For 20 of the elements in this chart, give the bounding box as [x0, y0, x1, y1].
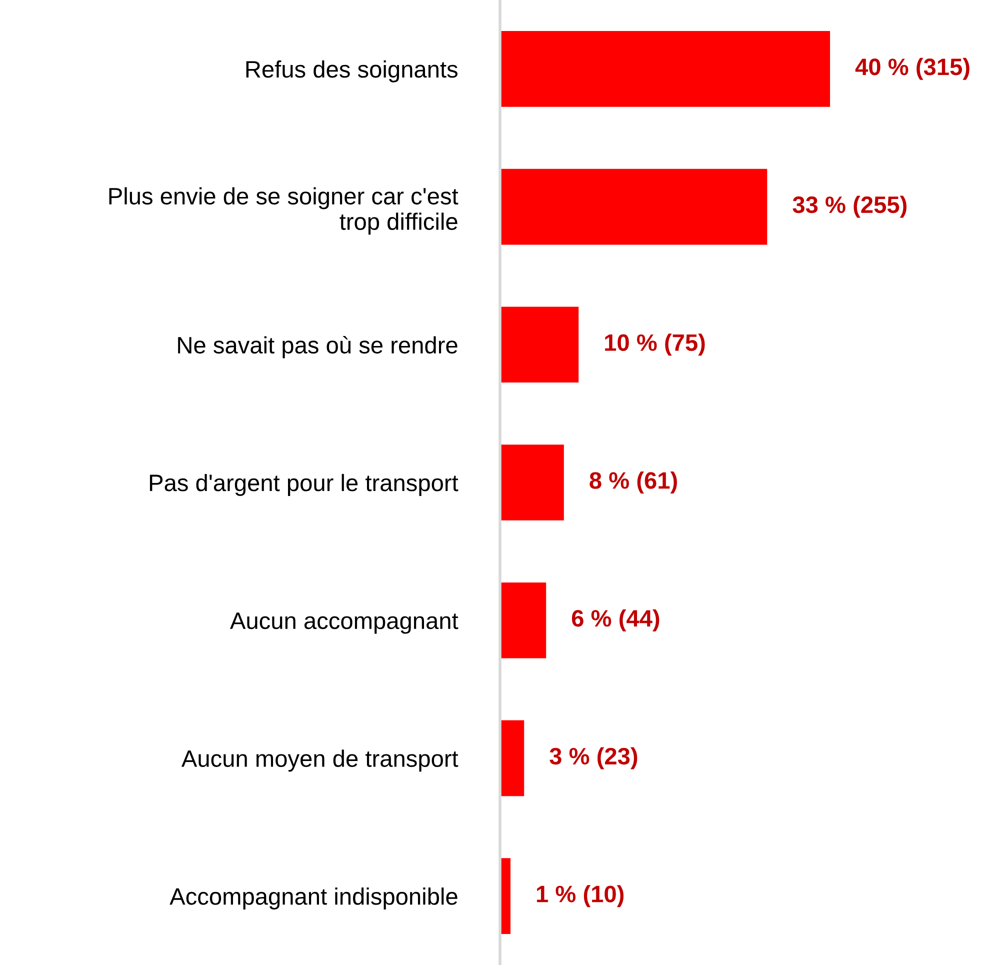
- data-label: 8 % (61): [590, 471, 677, 494]
- data-label: 10 % (75): [605, 334, 705, 356]
- y-tick-label: Refus des soignants: [246, 60, 458, 82]
- y-tick-label: Pas d'argent pour le transport: [150, 474, 458, 496]
- data-label: 3 % (23): [550, 747, 638, 770]
- bar: [500, 582, 546, 658]
- y-tick-label: Aucun moyen de transport: [181, 750, 458, 772]
- data-label: 1 % (10): [536, 885, 624, 908]
- bar: [500, 720, 524, 796]
- data-label: 40 % (315): [855, 58, 970, 80]
- data-label: 33 % (255): [792, 196, 906, 218]
- y-tick-label: Aucun accompagnant: [230, 612, 458, 634]
- bar: [500, 31, 830, 107]
- bar: [500, 168, 768, 245]
- bar: [500, 306, 579, 383]
- data-label: 6 % (44): [572, 609, 660, 632]
- y-tick-label: Ne savait pas où se rendre: [178, 336, 458, 358]
- bar: [500, 444, 564, 520]
- y-tick-label: Accompagnant indisponible: [170, 888, 458, 910]
- y-tick-label: Plus envie de se soigner car c'est trop difficile: [109, 187, 458, 235]
